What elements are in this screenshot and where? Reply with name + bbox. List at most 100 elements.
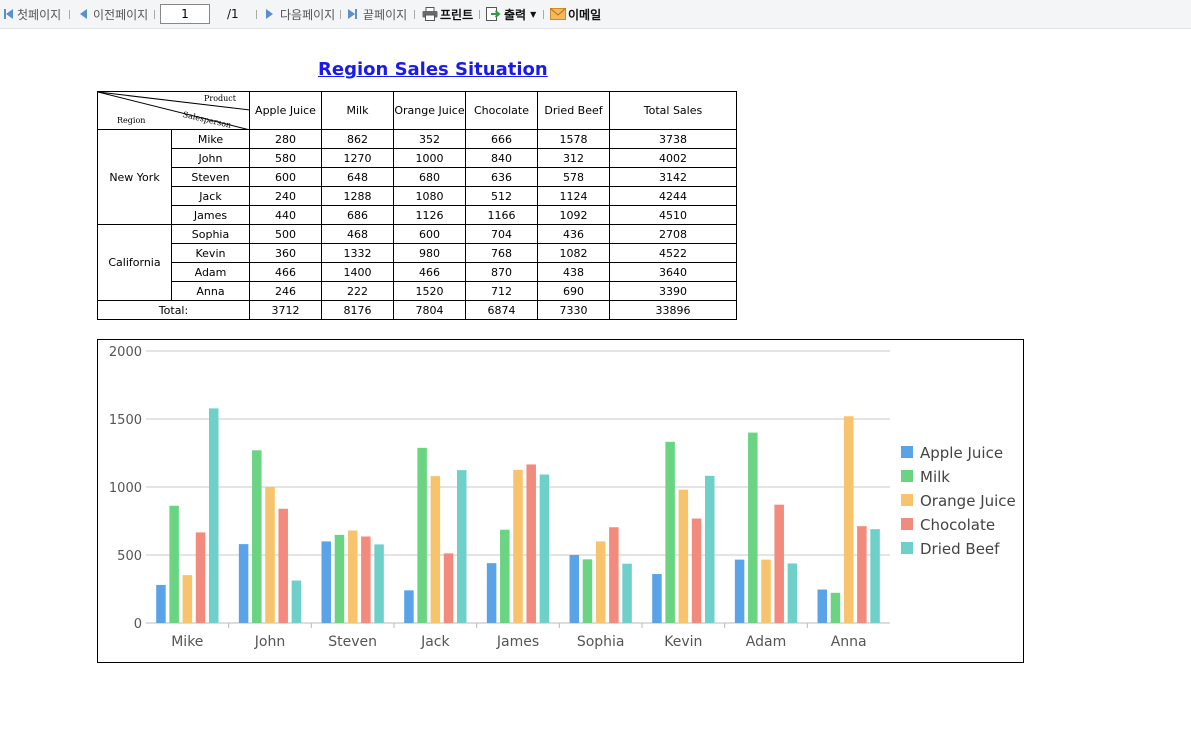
- value-cell: 468: [321, 224, 394, 244]
- prev-page-icon: [80, 9, 87, 19]
- bar: [678, 489, 689, 623]
- legend-swatch: [901, 518, 913, 530]
- bar: [361, 536, 371, 623]
- toolbar-separator: [479, 10, 480, 19]
- region-axis-label: Region: [117, 116, 146, 125]
- toolbar-separator: [340, 10, 341, 19]
- value-cell: 1520: [393, 281, 466, 301]
- total-label: Total:: [97, 300, 250, 320]
- value-cell: 280: [249, 129, 322, 149]
- x-tick-label: Mike: [171, 634, 203, 650]
- diagonal-header-cell: Product Salesperson Region: [97, 91, 250, 130]
- value-cell: 980: [393, 243, 466, 263]
- bar: [443, 553, 454, 623]
- bar: [513, 469, 523, 623]
- total-value-cell: 7804: [393, 300, 466, 320]
- x-tick-label: Jack: [420, 634, 450, 650]
- bar: [417, 447, 427, 623]
- bar: [609, 527, 619, 623]
- bar: [830, 592, 841, 623]
- value-cell: 438: [537, 262, 610, 282]
- total-value-cell: 6874: [465, 300, 538, 320]
- table-row: John 580 1270 1000 840 312 4002: [98, 148, 737, 168]
- export-label: 출력: [504, 7, 527, 22]
- legend-label: Chocolate: [920, 516, 995, 534]
- legend-swatch: [901, 542, 913, 554]
- total-value-cell: 8176: [321, 300, 394, 320]
- value-cell: 870: [465, 262, 538, 282]
- last-page-button[interactable]: 끝페이지: [348, 0, 407, 28]
- last-page-label: 끝페이지: [363, 7, 408, 22]
- email-button[interactable]: 이메일: [550, 0, 601, 28]
- bar: [486, 563, 497, 623]
- legend-swatch: [901, 470, 913, 482]
- toolbar-separator: [414, 10, 415, 19]
- table-row: Adam 466 1400 466 870 438 3640: [98, 262, 737, 282]
- report-toolbar: 첫페이지 이전페이지 /1 다음페이지 끝페이지 프린트 출력 ▼: [0, 0, 1191, 29]
- email-label: 이메일: [568, 7, 602, 22]
- bar: [622, 563, 632, 623]
- page-number-input[interactable]: [160, 4, 210, 24]
- y-tick-label: 1500: [109, 413, 142, 428]
- value-cell: 580: [249, 148, 322, 168]
- first-page-button[interactable]: 첫페이지: [4, 0, 61, 28]
- value-cell: 1578: [537, 129, 610, 149]
- value-cell: 840: [465, 148, 538, 168]
- region-cell: New York: [97, 129, 172, 225]
- salesperson-cell: Jack: [171, 186, 250, 206]
- total-value-cell: 3712: [249, 300, 322, 320]
- report-title: Region Sales Situation: [318, 59, 548, 80]
- value-cell: 1270: [321, 148, 394, 168]
- table-header-row: Product Salesperson Region Apple Juice M…: [97, 91, 737, 130]
- salesperson-cell: Mike: [171, 129, 250, 149]
- x-tick-label: John: [254, 634, 285, 650]
- printer-icon: [422, 7, 438, 21]
- print-label: 프린트: [440, 7, 474, 22]
- next-page-button[interactable]: 다음페이지: [266, 0, 335, 28]
- salesperson-cell: John: [171, 148, 250, 168]
- print-button[interactable]: 프린트: [422, 0, 473, 28]
- legend-label: Dried Beef: [920, 540, 1000, 558]
- table-row: Kevin 360 1332 980 768 1082 4522: [98, 243, 737, 263]
- total-value-cell: 33896: [609, 300, 737, 320]
- column-header: Apple Juice: [249, 91, 322, 130]
- bar: [774, 504, 784, 623]
- table-row: Steven 600 648 680 636 578 3142: [98, 167, 737, 187]
- value-cell: 600: [393, 224, 466, 244]
- x-tick-label: Kevin: [664, 634, 702, 650]
- last-page-icon: [348, 9, 355, 19]
- value-cell: 648: [321, 167, 394, 187]
- bar: [569, 555, 580, 623]
- toolbar-separator: [543, 10, 544, 19]
- next-page-label: 다음페이지: [280, 7, 336, 22]
- bar: [182, 575, 193, 623]
- value-cell: 440: [249, 205, 322, 225]
- bar: [156, 584, 166, 623]
- toolbar-separator: [256, 10, 257, 19]
- envelope-icon: [550, 8, 566, 20]
- bar: [404, 590, 414, 623]
- column-header: Milk: [321, 91, 394, 130]
- table-row: California Sophia 500 468 600 704 436 2708: [97, 224, 737, 301]
- first-page-bar-icon: [4, 9, 6, 19]
- prev-page-button[interactable]: 이전페이지: [80, 0, 148, 28]
- value-cell: 686: [321, 205, 394, 225]
- bar: [321, 541, 332, 623]
- sales-table: Product Salesperson Region Apple Juice M…: [97, 91, 737, 320]
- value-cell: 712: [465, 281, 538, 301]
- toolbar-separator: [154, 10, 155, 19]
- salesperson-cell: Kevin: [171, 243, 250, 263]
- value-cell: 1288: [321, 186, 394, 206]
- last-page-bar-icon: [355, 9, 357, 19]
- bar: [208, 408, 219, 623]
- bar: [582, 559, 593, 623]
- total-sales-cell: 3738: [609, 129, 737, 149]
- value-cell: 466: [249, 262, 322, 282]
- bar: [665, 441, 675, 623]
- bar: [456, 470, 467, 623]
- total-sales-cell: 4244: [609, 186, 737, 206]
- bar: [539, 474, 550, 623]
- export-button[interactable]: 출력 ▼: [486, 0, 536, 28]
- total-sales-cell: 4002: [609, 148, 737, 168]
- value-cell: 1400: [321, 262, 394, 282]
